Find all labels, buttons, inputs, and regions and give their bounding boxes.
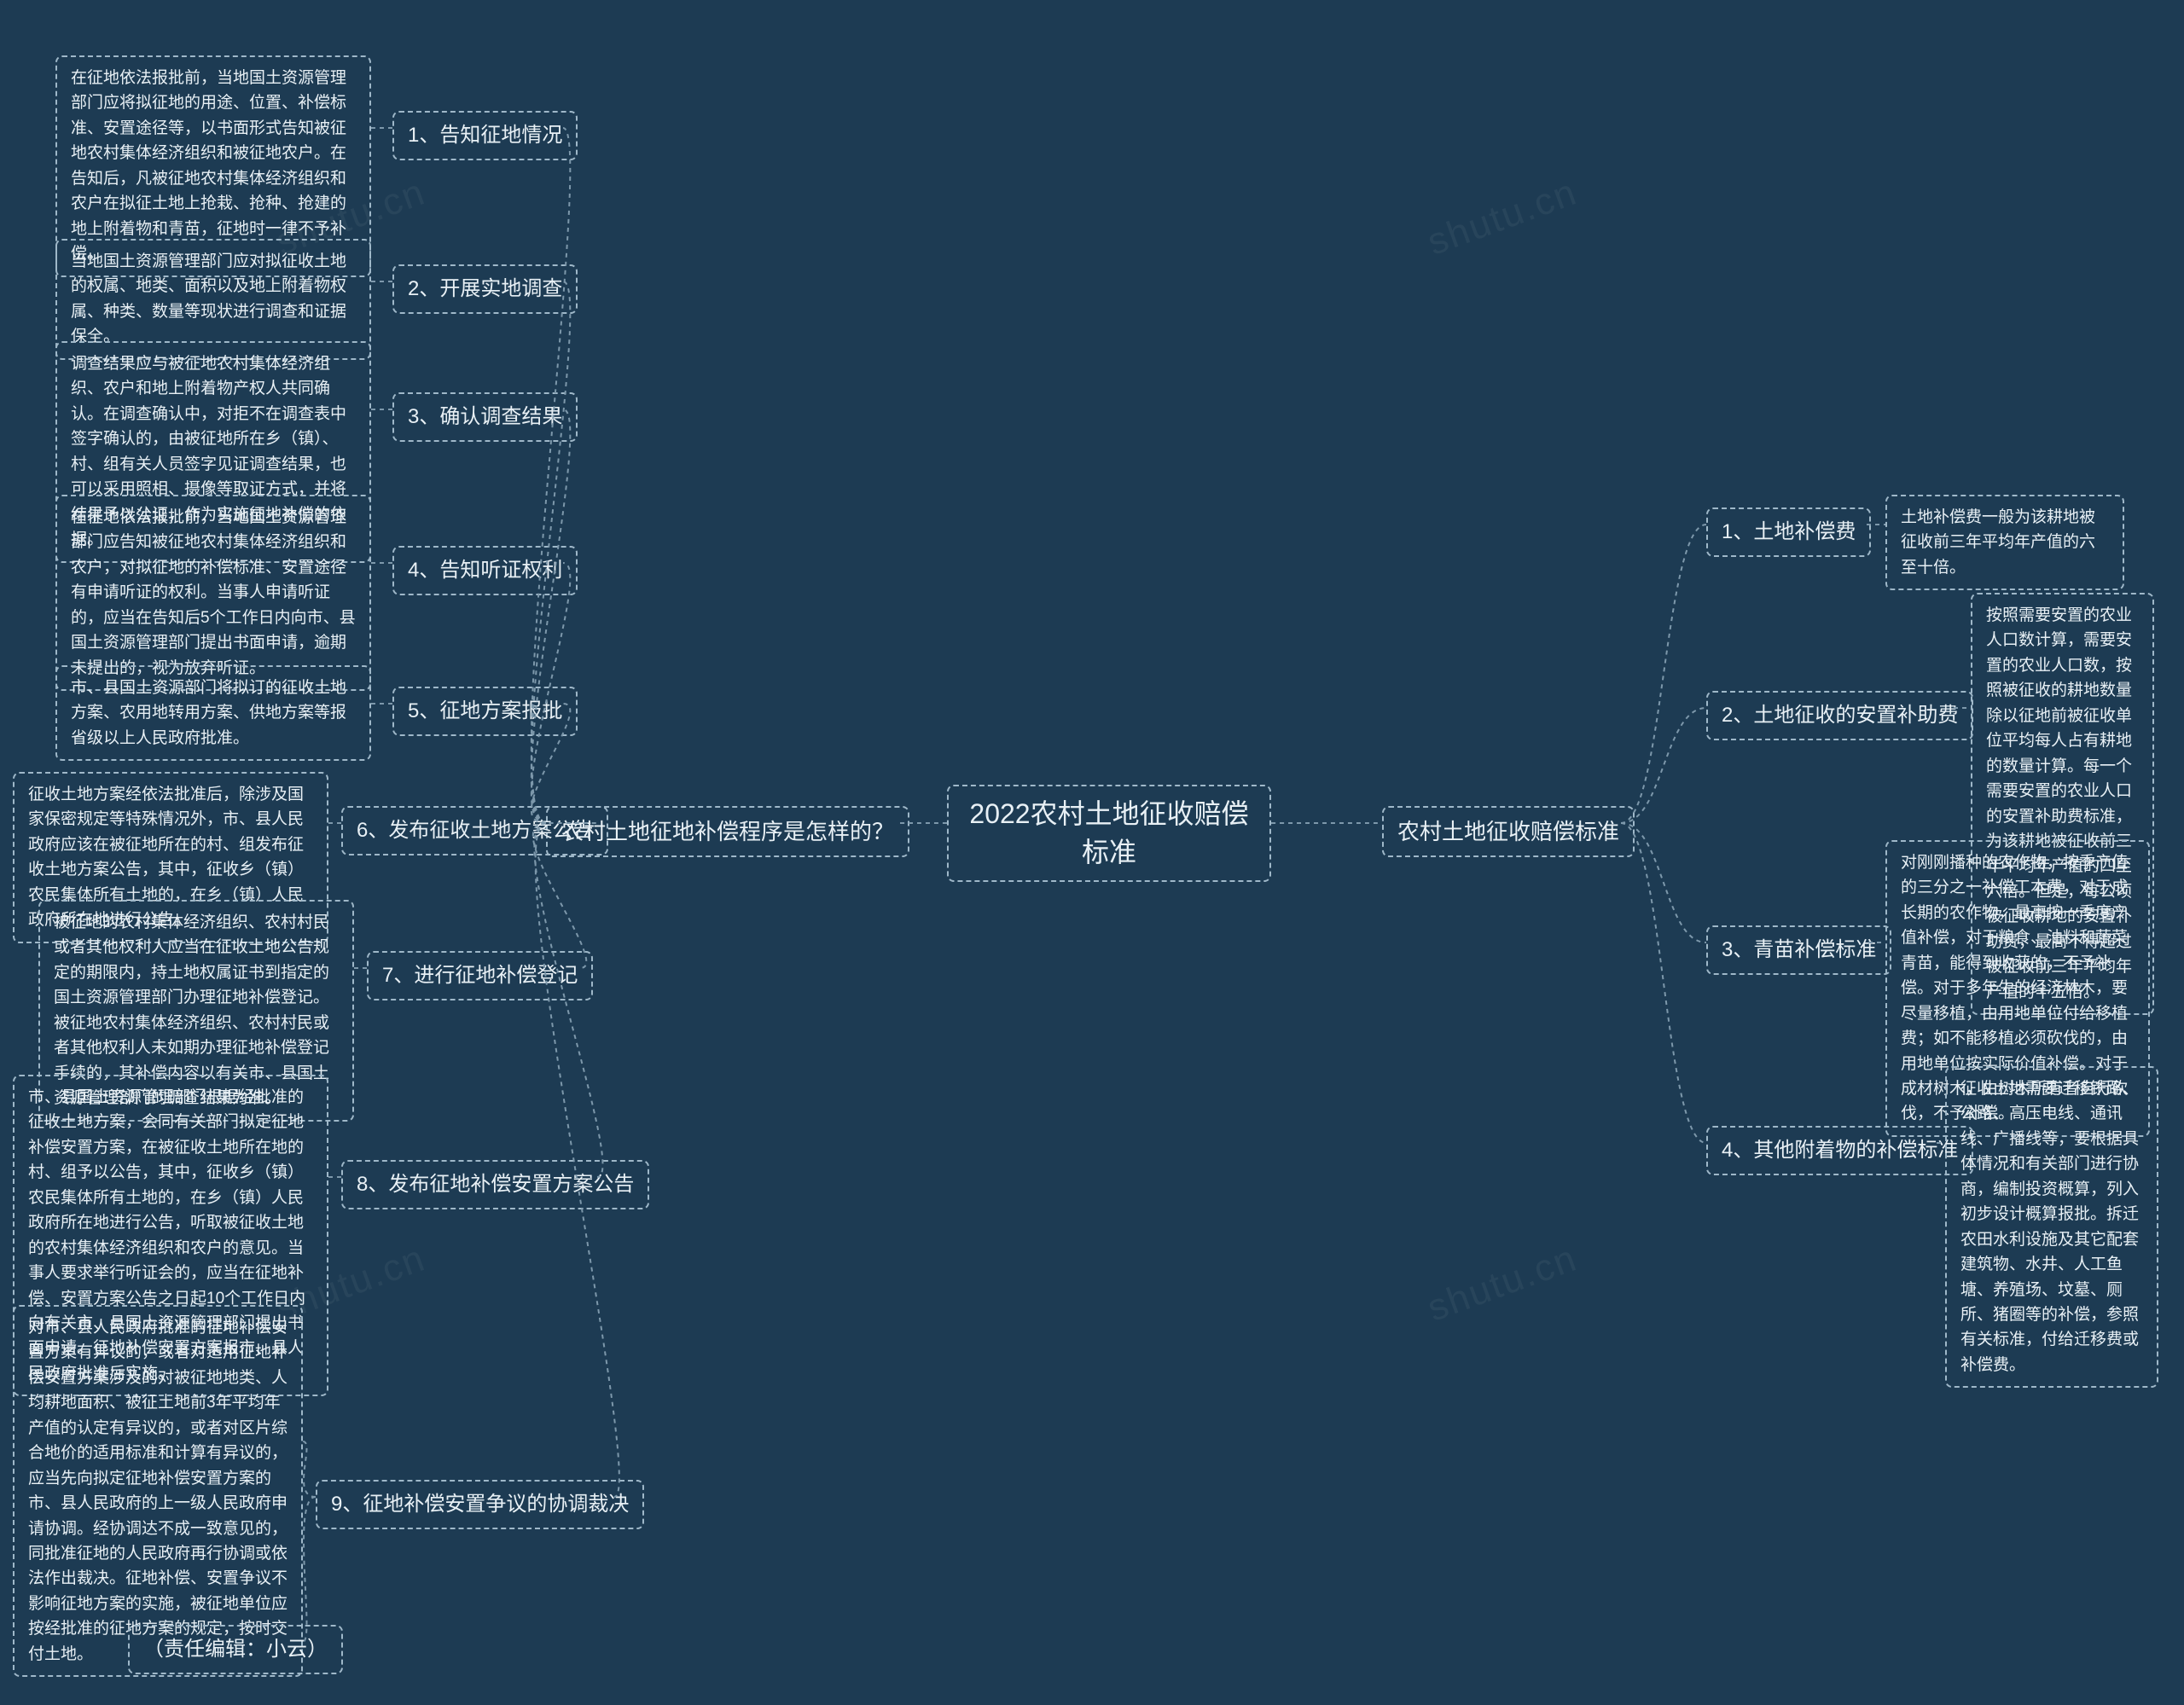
right-branch-title: 农村土地征收赔偿标准 xyxy=(1382,806,1635,857)
left-leaf-8: 8、发布征地补偿安置方案公告 xyxy=(341,1160,649,1209)
left-leaf-7: 7、进行征地补偿登记 xyxy=(367,951,593,1000)
left-detail-9: 对市、县人民政府批准的征地补偿安置方案有异议的，或者对适用征地补偿安置方案涉及的… xyxy=(13,1305,303,1677)
left-leaf-2: 2、开展实地调查 xyxy=(392,264,578,314)
right-leaf-4: 4、其他附着物的补偿标准 xyxy=(1706,1126,1973,1175)
left-leaf-3: 3、确认调查结果 xyxy=(392,392,578,442)
watermark: shutu.cn xyxy=(1422,171,1583,264)
left-footer: （责任编辑：小云） xyxy=(128,1625,343,1674)
left-leaf-1: 1、告知征地情况 xyxy=(392,111,578,160)
left-leaf-6: 6、发布征收土地方案公告 xyxy=(341,806,608,855)
left-detail-4: 在征地依法报批前，当地国土资源管理部门应告知被征地农村集体经济组织和农户，对拟征… xyxy=(55,495,371,691)
right-detail-4: 征收土地需要迁移铁路、公路、高压电线、通讯线、广播线等，要根据具体情况和有关部门… xyxy=(1945,1066,2158,1388)
left-leaf-5: 5、征地方案报批 xyxy=(392,687,578,736)
left-leaf-9: 9、征地补偿安置争议的协调裁决 xyxy=(316,1480,644,1529)
left-detail-5: 市、县国土资源部门将拟订的征收土地方案、农用地转用方案、供地方案等报省级以上人民… xyxy=(55,665,371,761)
right-leaf-3: 3、青苗补偿标准 xyxy=(1706,925,1891,975)
center-node: 2022农村土地征收赔偿标准 xyxy=(947,785,1271,882)
right-leaf-1: 1、土地补偿费 xyxy=(1706,507,1871,557)
right-detail-1: 土地补偿费一般为该耕地被征收前三年平均年产值的六至十倍。 xyxy=(1885,495,2124,590)
left-leaf-4: 4、告知听证权利 xyxy=(392,546,578,595)
right-leaf-2: 2、土地征收的安置补助费 xyxy=(1706,691,1973,740)
watermark: shutu.cn xyxy=(1422,1237,1583,1330)
